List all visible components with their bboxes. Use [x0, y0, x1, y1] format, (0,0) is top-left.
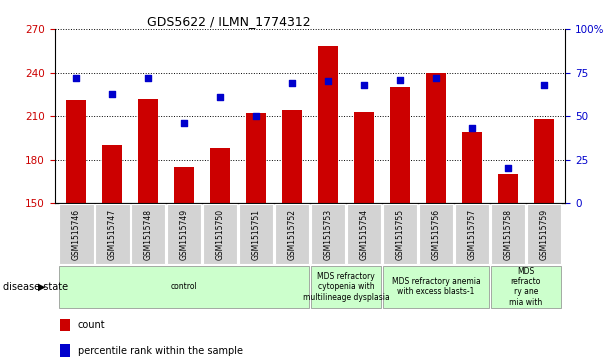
Bar [426, 73, 446, 203]
Point [251, 113, 261, 119]
Bar [318, 46, 338, 203]
Text: MDS refractory anemia
with excess blasts-1: MDS refractory anemia with excess blasts… [392, 277, 480, 297]
Point [395, 77, 405, 82]
Bar [491, 266, 561, 308]
Bar [534, 119, 554, 203]
Bar [95, 204, 130, 264]
Text: percentile rank within the sample: percentile rank within the sample [78, 346, 243, 356]
Text: GSM1515753: GSM1515753 [323, 209, 333, 260]
Text: GSM1515757: GSM1515757 [468, 209, 477, 260]
Bar [527, 204, 561, 264]
Bar [498, 174, 518, 203]
Point [108, 91, 117, 97]
Text: GSM1515749: GSM1515749 [180, 209, 188, 260]
Bar [382, 204, 417, 264]
Bar [66, 100, 86, 203]
Bar [60, 344, 70, 357]
Bar [311, 266, 381, 308]
Point [71, 75, 81, 81]
Text: GSM1515758: GSM1515758 [503, 209, 513, 260]
Text: GSM1515747: GSM1515747 [108, 209, 117, 260]
Text: GSM1515759: GSM1515759 [539, 209, 548, 260]
Point [215, 94, 225, 100]
Bar [347, 204, 381, 264]
Text: control: control [171, 282, 198, 291]
Point [539, 82, 549, 88]
Text: MDS
refracto
ry ane
mia with: MDS refracto ry ane mia with [510, 267, 542, 307]
Bar [246, 113, 266, 203]
Bar [382, 266, 489, 308]
Bar [139, 99, 158, 203]
Bar [462, 132, 482, 203]
Bar [455, 204, 489, 264]
Text: GSM1515756: GSM1515756 [432, 209, 440, 260]
Bar [239, 204, 274, 264]
Text: GDS5622 / ILMN_1774312: GDS5622 / ILMN_1774312 [147, 15, 310, 28]
Text: GSM1515748: GSM1515748 [143, 209, 153, 260]
Text: GSM1515752: GSM1515752 [288, 209, 297, 260]
Bar [275, 204, 309, 264]
Bar [59, 266, 309, 308]
Bar [282, 110, 302, 203]
Text: GSM1515751: GSM1515751 [252, 209, 261, 260]
Bar [354, 112, 374, 203]
Point [287, 80, 297, 86]
Point [467, 126, 477, 131]
Point [431, 75, 441, 81]
Point [179, 120, 189, 126]
Point [323, 78, 333, 84]
Bar [174, 167, 194, 203]
Bar [59, 204, 94, 264]
Bar [210, 148, 230, 203]
Bar [131, 204, 165, 264]
Text: GSM1515755: GSM1515755 [395, 209, 404, 260]
Text: GSM1515746: GSM1515746 [72, 209, 81, 260]
Bar [102, 145, 122, 203]
Bar [390, 87, 410, 203]
Text: GSM1515750: GSM1515750 [216, 209, 225, 260]
Text: MDS refractory
cytopenia with
multilineage dysplasia: MDS refractory cytopenia with multilinea… [303, 272, 389, 302]
Bar [203, 204, 238, 264]
Bar [60, 319, 70, 331]
Text: GSM1515754: GSM1515754 [359, 209, 368, 260]
Text: ▶: ▶ [38, 282, 46, 292]
Bar [419, 204, 453, 264]
Text: count: count [78, 321, 105, 330]
Point [359, 82, 369, 88]
Bar [311, 204, 345, 264]
Bar [491, 204, 525, 264]
Point [503, 166, 513, 171]
Text: disease state: disease state [3, 282, 68, 292]
Bar [167, 204, 201, 264]
Point [143, 75, 153, 81]
